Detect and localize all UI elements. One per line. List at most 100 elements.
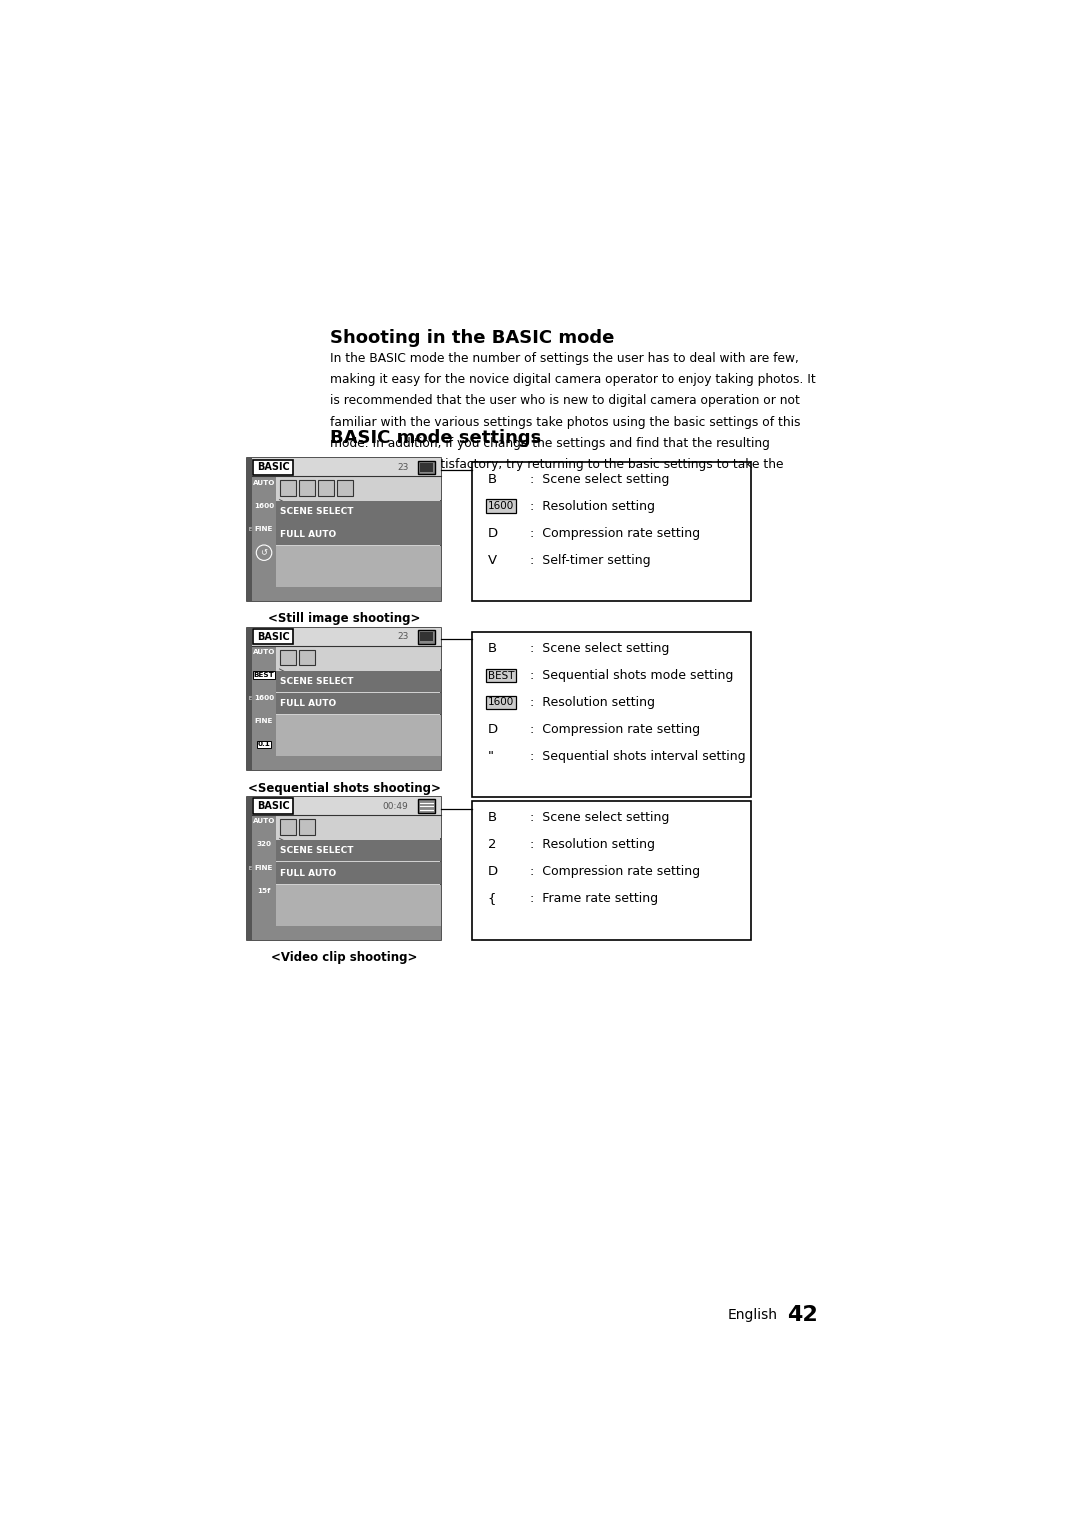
Bar — [275, 862, 441, 884]
Text: 1600: 1600 — [254, 696, 274, 702]
Bar — [275, 693, 441, 714]
Bar — [253, 815, 275, 940]
Text: Shooting in the BASIC mode: Shooting in the BASIC mode — [330, 329, 615, 347]
Text: :  Scene select setting: : Scene select setting — [530, 642, 670, 654]
Bar — [247, 797, 253, 940]
Text: D: D — [488, 865, 498, 878]
Text: B: B — [488, 812, 497, 824]
Bar — [253, 459, 441, 477]
Text: 320: 320 — [257, 841, 271, 847]
Bar — [253, 645, 275, 771]
Text: FULL AUTO: FULL AUTO — [281, 529, 337, 538]
Bar — [275, 523, 441, 544]
Text: :  Compression rate setting: : Compression rate setting — [530, 526, 700, 540]
Text: 0.1: 0.1 — [258, 742, 270, 748]
Bar — [247, 459, 441, 601]
Bar — [298, 480, 315, 495]
Text: E: E — [248, 528, 252, 532]
Bar — [253, 628, 294, 645]
Text: D: D — [488, 526, 498, 540]
Text: English: English — [728, 1307, 778, 1321]
Text: :  Resolution setting: : Resolution setting — [530, 500, 656, 512]
Bar — [318, 480, 334, 495]
Bar — [472, 462, 751, 601]
Text: :  Resolution setting: : Resolution setting — [530, 838, 656, 852]
Text: BASIC: BASIC — [257, 801, 289, 812]
Bar — [298, 650, 315, 665]
Text: photos.: photos. — [330, 479, 376, 492]
Text: :  Self-timer setting: : Self-timer setting — [530, 553, 651, 567]
Text: V: V — [488, 553, 497, 567]
Text: In the BASIC mode the number of settings the user has to deal with are few,: In the BASIC mode the number of settings… — [330, 352, 799, 365]
Bar — [247, 628, 253, 771]
Text: familiar with the various settings take photos using the basic settings of this: familiar with the various settings take … — [330, 416, 800, 428]
Text: E: E — [248, 865, 252, 872]
Text: 1600: 1600 — [488, 502, 514, 511]
Text: is recommended that the user who is new to digital camera operation or not: is recommended that the user who is new … — [330, 394, 800, 407]
Bar — [275, 645, 441, 670]
Bar — [472, 631, 751, 797]
Text: FINE: FINE — [255, 526, 273, 532]
Bar — [253, 460, 294, 476]
Text: 15f: 15f — [257, 888, 271, 893]
Text: {: { — [488, 893, 496, 905]
Text: FULL AUTO: FULL AUTO — [281, 868, 337, 878]
Text: images are not satisfactory, try returning to the basic settings to take the: images are not satisfactory, try returni… — [330, 459, 784, 471]
Bar — [298, 820, 315, 835]
Bar — [418, 630, 435, 644]
Text: SCENE SELECT: SCENE SELECT — [281, 846, 354, 855]
Bar — [253, 587, 441, 601]
Bar — [253, 798, 294, 813]
Bar — [420, 463, 433, 472]
Text: BASIC mode settings: BASIC mode settings — [330, 430, 541, 446]
Text: <Video clip shooting>: <Video clip shooting> — [271, 951, 418, 965]
Bar — [280, 480, 296, 495]
Bar — [418, 460, 435, 474]
Bar — [472, 801, 751, 940]
Text: BASIC: BASIC — [257, 631, 289, 642]
Text: B: B — [488, 472, 497, 486]
Bar — [253, 925, 441, 940]
Bar — [253, 628, 441, 645]
Text: <Sequential shots shooting>: <Sequential shots shooting> — [247, 781, 441, 795]
Text: making it easy for the novice digital camera operator to enjoy taking photos. It: making it easy for the novice digital ca… — [330, 373, 816, 387]
Bar — [420, 633, 433, 641]
Text: <Still image shooting>: <Still image shooting> — [268, 613, 420, 625]
Text: AUTO: AUTO — [253, 648, 275, 654]
Text: :  Sequential shots interval setting: : Sequential shots interval setting — [530, 749, 746, 763]
Text: ": " — [488, 749, 494, 763]
Text: SCENE SELECT: SCENE SELECT — [281, 677, 354, 687]
Text: B: B — [488, 642, 497, 654]
Bar — [275, 716, 441, 771]
Text: FINE: FINE — [255, 864, 273, 870]
Text: :  Scene select setting: : Scene select setting — [530, 812, 670, 824]
Text: D: D — [488, 723, 498, 735]
Text: FINE: FINE — [255, 719, 273, 725]
Text: AUTO: AUTO — [253, 480, 275, 486]
Bar — [253, 477, 275, 601]
Bar — [275, 815, 441, 838]
Bar — [418, 800, 435, 813]
Text: 00:49: 00:49 — [382, 801, 408, 810]
Bar — [253, 797, 441, 815]
Bar — [247, 797, 441, 940]
Text: mode. In addition, if you change the settings and find that the resulting: mode. In addition, if you change the set… — [330, 437, 770, 450]
Bar — [337, 480, 353, 495]
Bar — [280, 820, 296, 835]
Text: 2: 2 — [488, 838, 496, 852]
Text: 1600: 1600 — [254, 503, 274, 509]
Text: BEST: BEST — [488, 671, 514, 680]
Text: :  Compression rate setting: : Compression rate setting — [530, 723, 700, 735]
Bar — [275, 885, 441, 940]
Text: :  Frame rate setting: : Frame rate setting — [530, 893, 659, 905]
Text: 23: 23 — [397, 633, 408, 641]
Text: FULL AUTO: FULL AUTO — [281, 699, 337, 708]
Bar — [275, 477, 441, 500]
Text: :  Resolution setting: : Resolution setting — [530, 696, 656, 709]
Text: :  Sequential shots mode setting: : Sequential shots mode setting — [530, 670, 733, 682]
Bar — [247, 628, 441, 771]
Bar — [275, 546, 441, 601]
Text: 42: 42 — [787, 1304, 819, 1324]
Bar — [275, 671, 441, 693]
Bar — [280, 650, 296, 665]
